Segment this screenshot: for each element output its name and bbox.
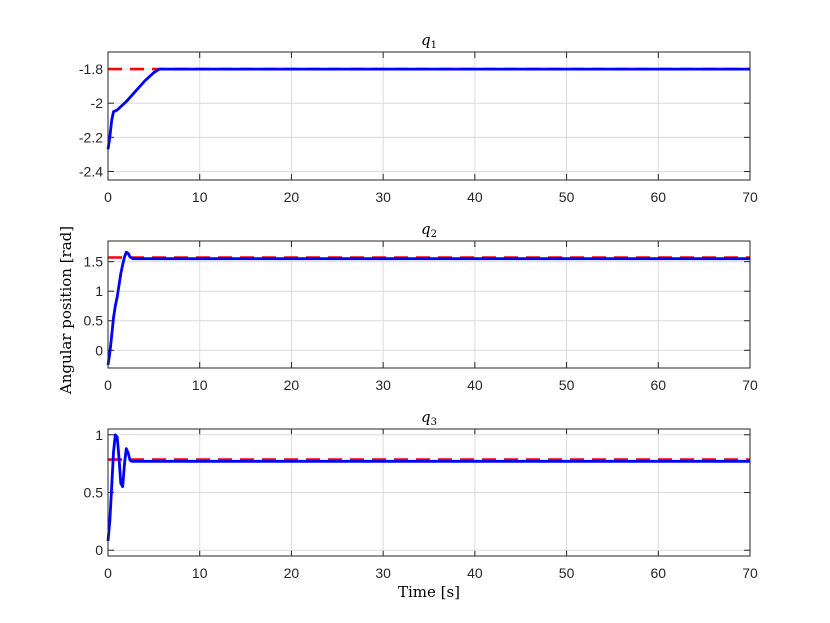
y-tick-label: 0 [95,342,103,358]
y-tick-label: 0.5 [84,485,104,501]
subplot-title: q3 [421,408,437,428]
y-tick-label: -1.8 [79,61,103,77]
axes-frame [107,240,751,369]
subplot-q2: 0 10 20 30 40 50 60 70 1.5 1 0.5 0 q2 [84,220,758,393]
subplot-q3: 0 10 20 30 40 50 60 70 1 0.5 0 q3 [84,408,758,581]
response-line [106,250,750,366]
x-tick-label: 30 [375,189,391,205]
subplot-q1: 0 10 20 30 40 50 60 70 -1.8 -2 -2.2 -2.4 q1 [79,31,758,205]
x-tick-label: 40 [467,189,483,205]
subplot-title: q2 [421,220,437,240]
x-tick-label: 70 [742,189,758,205]
x-tick-label: 50 [559,377,575,393]
subplot-title: q1 [421,31,437,51]
response-line [106,67,750,150]
y-tick-label: 1 [95,283,103,299]
x-tick-label: 60 [650,189,666,205]
y-tick-label: 1.5 [84,254,104,270]
x-tick-label: 10 [192,189,208,205]
x-tick-label: 60 [650,565,666,581]
x-tick-label: 50 [559,189,575,205]
x-tick-label: 0 [104,565,112,581]
axes-frame [107,428,751,557]
x-tick-label: 0 [104,377,112,393]
axes-frame [107,51,751,181]
x-tick-label: 20 [284,377,300,393]
x-tick-label: 30 [375,377,391,393]
x-axis-label: Time [s] [398,583,460,601]
x-tick-label: 60 [650,377,666,393]
x-tick-label: 70 [742,565,758,581]
x-tick-label: 30 [375,565,391,581]
y-tick-label: -2.2 [79,129,103,145]
x-tick-label: 40 [467,565,483,581]
x-tick-label: 10 [192,377,208,393]
x-tick-label: 20 [284,565,300,581]
x-tick-label: 40 [467,377,483,393]
y-tick-label: 0 [95,542,103,558]
x-tick-label: 70 [742,377,758,393]
y-tick-label: 0.5 [84,313,104,329]
x-tick-label: 20 [284,189,300,205]
x-tick-label: 50 [559,565,575,581]
y-axis-label: Angular position [rad] [57,226,75,395]
plot-area [108,52,750,180]
response-line [106,433,750,542]
y-tick-label: 1 [95,427,103,443]
x-tick-label: 0 [104,189,112,205]
y-tick-label: -2 [91,95,104,111]
x-tick-label: 10 [192,565,208,581]
y-tick-label: -2.4 [79,163,103,179]
